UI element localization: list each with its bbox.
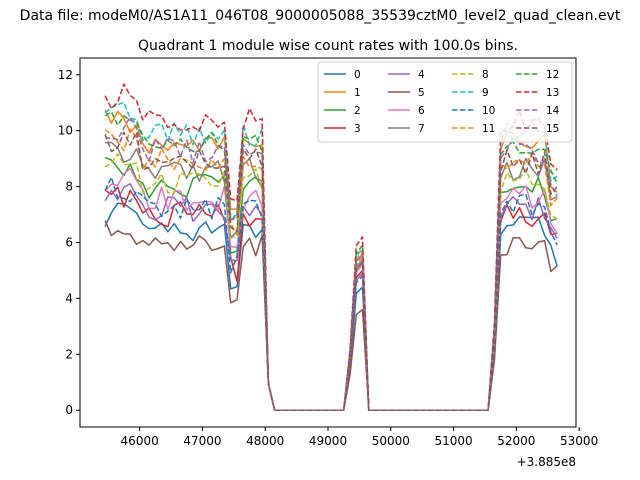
series-line-10 — [104, 176, 558, 411]
chart-title: Quadrant 1 module wise count rates with … — [138, 38, 518, 54]
legend-label-10: 10 — [482, 105, 495, 117]
legend-label-5: 5 — [418, 87, 425, 99]
series-line-6 — [104, 167, 558, 411]
x-tick-label: 52000 — [497, 434, 535, 448]
legend-label-3: 3 — [354, 123, 361, 135]
x-tick-label: 47000 — [183, 434, 221, 448]
legend-label-11: 11 — [482, 123, 495, 135]
figure-suptitle: Data file: modeM0/AS1A11_046T08_90000050… — [19, 8, 621, 24]
series-line-12 — [104, 111, 558, 411]
legend-label-13: 13 — [546, 87, 559, 99]
series-line-11 — [104, 128, 558, 411]
plot-lines — [104, 83, 558, 411]
legend-label-1: 1 — [354, 87, 361, 99]
y-tick-label: 12 — [58, 68, 73, 82]
y-tick-label: 8 — [65, 180, 73, 194]
legend-label-15: 15 — [546, 123, 559, 135]
legend-label-6: 6 — [418, 105, 425, 117]
series-line-0 — [104, 202, 558, 411]
y-tick-label: 10 — [58, 124, 73, 138]
y-tick-label: 4 — [65, 291, 73, 305]
legend-label-14: 14 — [546, 105, 560, 117]
series-line-9 — [104, 101, 558, 411]
legend-label-8: 8 — [482, 69, 489, 81]
series-line-5 — [104, 220, 558, 411]
series-line-14 — [104, 116, 558, 411]
legend-label-7: 7 — [418, 123, 425, 135]
legend-box — [317, 61, 573, 143]
series-line-1 — [104, 109, 558, 411]
series-line-7 — [105, 141, 558, 411]
legend-label-12: 12 — [546, 69, 559, 81]
legend-label-4: 4 — [418, 69, 425, 81]
x-tick-label: 49000 — [309, 434, 347, 448]
x-tick-label: 50000 — [372, 434, 410, 448]
x-axis: 46000 47000 48000 49000 50000 51000 52000 53000 — [121, 427, 598, 448]
x-tick-label: 46000 — [121, 434, 159, 448]
y-tick-label: 0 — [65, 403, 73, 417]
y-tick-label: 6 — [65, 236, 73, 250]
legend-label-9: 9 — [482, 87, 489, 99]
x-tick-label: 51000 — [434, 434, 472, 448]
x-offset-label: +3.885e8 — [517, 455, 576, 469]
legend-label-0: 0 — [354, 69, 361, 81]
series-line-3 — [104, 186, 558, 411]
y-tick-label: 2 — [65, 347, 73, 361]
series-line-4 — [104, 183, 558, 411]
x-tick-label: 48000 — [246, 434, 284, 448]
x-tick-label: 53000 — [560, 434, 598, 448]
series-line-15 — [104, 131, 558, 411]
series-line-8 — [104, 153, 558, 411]
y-axis: 0 2 4 6 8 10 12 — [58, 68, 80, 417]
legend-label-2: 2 — [354, 105, 361, 117]
